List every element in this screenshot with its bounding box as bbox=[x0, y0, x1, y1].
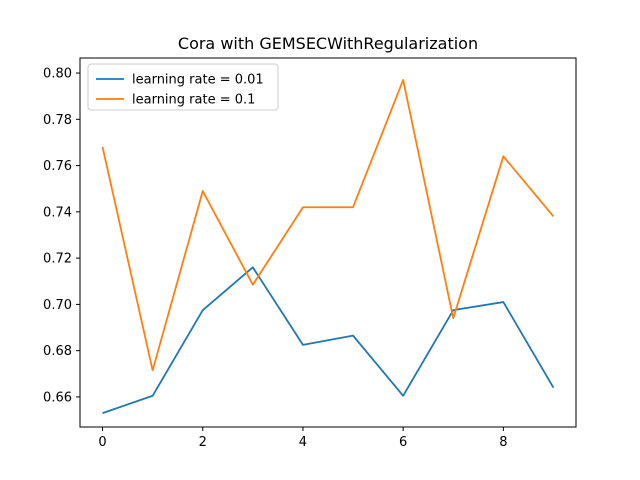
x-tick-label: 6 bbox=[399, 435, 407, 450]
y-tick-label: 0.76 bbox=[43, 159, 72, 174]
chart-title: Cora with GEMSECWithRegularization bbox=[178, 34, 478, 53]
legend-label-2: learning rate = 0.1 bbox=[132, 93, 255, 108]
series-line-1 bbox=[102, 266, 555, 414]
legend: learning rate = 0.01 learning rate = 0.1 bbox=[87, 63, 279, 111]
y-tick-label: 0.80 bbox=[43, 67, 72, 82]
axes: 0 2 4 6 8 0.66 0.68 0.70 0.72 0.74 0.76 0.78 0.80 bbox=[43, 57, 577, 450]
legend-box bbox=[87, 63, 279, 111]
x-tick-label: 4 bbox=[299, 435, 307, 450]
y-tick-label: 0.78 bbox=[43, 113, 72, 128]
y-tick-label: 0.70 bbox=[43, 298, 72, 313]
y-tick-label: 0.66 bbox=[43, 390, 72, 405]
series-line-2 bbox=[101, 79, 555, 372]
x-tick-label: 2 bbox=[199, 435, 207, 450]
y-tick-label: 0.74 bbox=[43, 205, 72, 220]
legend-label-1: learning rate = 0.01 bbox=[132, 73, 264, 88]
x-tick-label: 0 bbox=[98, 435, 106, 450]
y-tick-label: 0.68 bbox=[43, 344, 72, 359]
y-tick-label: 0.72 bbox=[43, 252, 72, 267]
plot-frame bbox=[79, 57, 577, 428]
x-tick-label: 8 bbox=[499, 435, 507, 450]
plot-lines bbox=[101, 79, 555, 414]
